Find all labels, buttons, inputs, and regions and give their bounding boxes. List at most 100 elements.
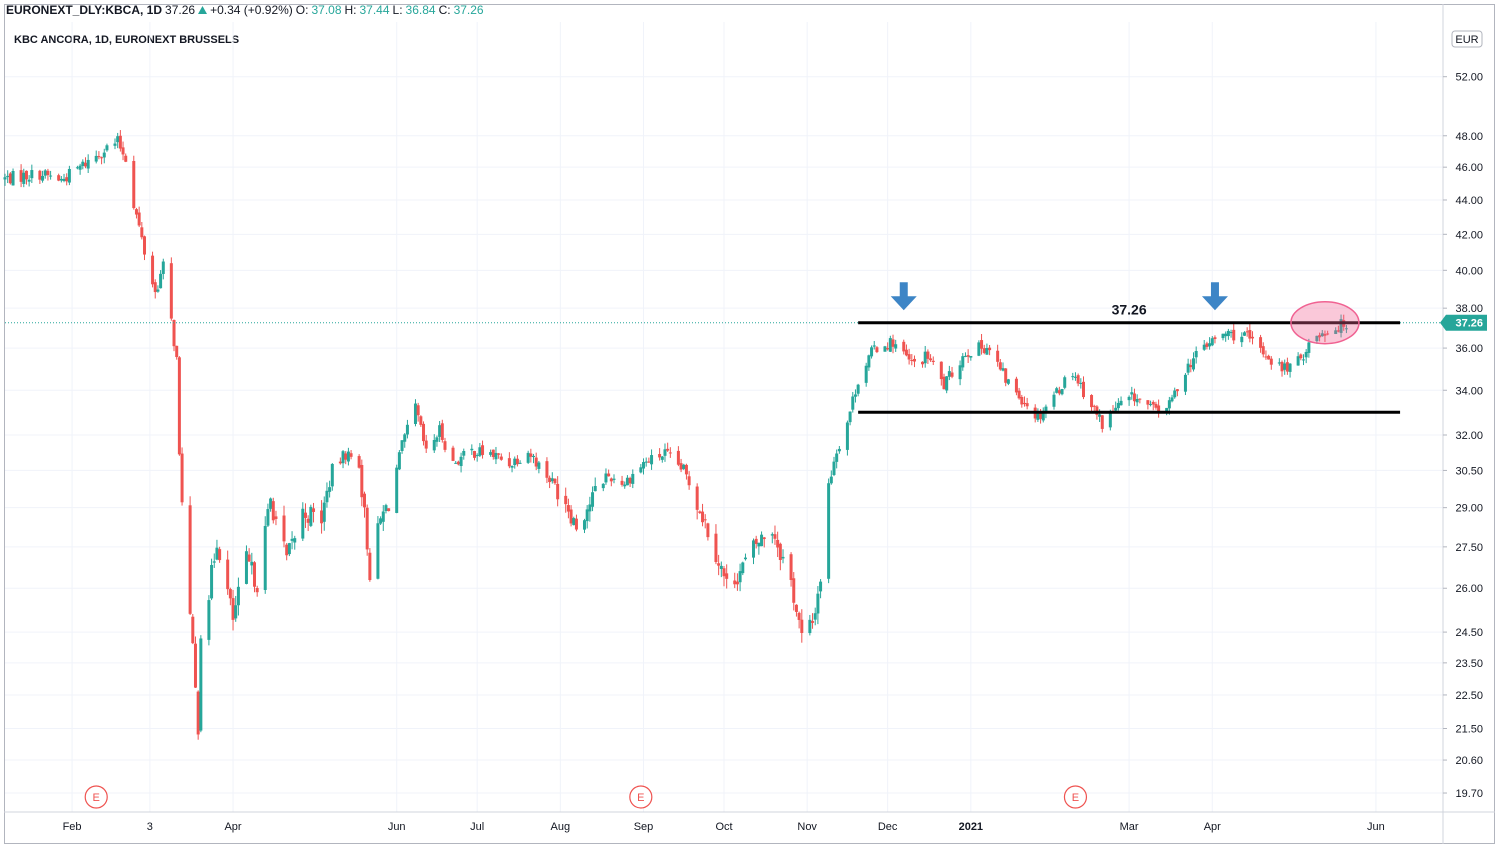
candle-body bbox=[405, 424, 409, 435]
candle-body bbox=[1240, 336, 1244, 343]
candle-body bbox=[660, 456, 664, 460]
candle-body bbox=[607, 473, 611, 477]
candle-body bbox=[864, 365, 868, 383]
candle-body bbox=[582, 520, 586, 530]
candle-body bbox=[472, 451, 476, 458]
candle-body bbox=[459, 456, 463, 467]
y-tick-label: 19.70 bbox=[1455, 788, 1483, 800]
candle-body bbox=[1232, 329, 1236, 341]
candle-body bbox=[1092, 405, 1096, 407]
candle-body bbox=[100, 157, 104, 159]
candle-body bbox=[1132, 393, 1136, 402]
candle-body bbox=[1259, 337, 1263, 348]
candle-body bbox=[1073, 376, 1077, 378]
candle-body bbox=[1108, 411, 1112, 428]
candle-body bbox=[290, 538, 294, 541]
chart-title: KBC ANCORA, 1D, EURONEXT BRUSSELS bbox=[14, 34, 240, 46]
candle-body bbox=[556, 483, 560, 500]
candle-body bbox=[754, 538, 758, 544]
candle-body bbox=[1060, 388, 1064, 395]
candle-body bbox=[1191, 358, 1195, 370]
candle-body bbox=[1280, 361, 1284, 372]
candle-body bbox=[113, 143, 117, 146]
x-tick-label: Dec bbox=[878, 821, 898, 833]
candle-body bbox=[376, 523, 380, 579]
candle-body bbox=[623, 484, 627, 487]
candle-body bbox=[1344, 328, 1348, 330]
candle-body bbox=[1154, 403, 1158, 408]
candle-body bbox=[360, 464, 364, 498]
candle-body bbox=[545, 461, 549, 478]
candle-body bbox=[422, 423, 426, 442]
candle-body bbox=[1039, 412, 1043, 419]
candle-body bbox=[451, 447, 455, 461]
price-badge-label: 37.26 bbox=[1455, 318, 1483, 330]
time-axis[interactable]: Feb 3 Apr Jun Jul Aug Sep Oct Nov Dec 2021 Mar Apr Ju… bbox=[4, 811, 1495, 833]
candle-body bbox=[94, 155, 98, 162]
candle-body bbox=[1221, 333, 1225, 339]
candle-body bbox=[346, 451, 350, 462]
x-tick-label: Sep bbox=[634, 821, 654, 833]
candle-body bbox=[27, 179, 31, 182]
candle-body bbox=[894, 344, 898, 349]
candle-body bbox=[1044, 406, 1048, 412]
candle-body bbox=[470, 448, 474, 451]
candle-body bbox=[67, 168, 71, 183]
candle-body bbox=[1052, 394, 1056, 407]
candle-body bbox=[175, 345, 179, 358]
candle-body bbox=[309, 506, 313, 526]
candle-body bbox=[1334, 330, 1338, 334]
price-axis[interactable]: 52.00 48.00 46.00 44.00 42.00 40.00 38.00 36.00… bbox=[1440, 4, 1487, 844]
candle-body bbox=[1100, 415, 1104, 429]
candle-body bbox=[368, 552, 372, 580]
candle-body bbox=[1205, 343, 1209, 347]
candle-body bbox=[1248, 329, 1252, 339]
candle-body bbox=[196, 691, 200, 735]
candle-body bbox=[159, 273, 163, 289]
candle-body bbox=[757, 542, 761, 547]
candle-body bbox=[572, 518, 576, 526]
candle-body bbox=[848, 411, 852, 423]
close-label: C: bbox=[438, 3, 451, 17]
earnings-marker bbox=[1063, 785, 1088, 809]
candle-body bbox=[1036, 413, 1040, 420]
candle-body bbox=[481, 445, 485, 455]
candle-body bbox=[1082, 381, 1085, 398]
price-badge-shape bbox=[1440, 314, 1487, 331]
annotation-label: 37.26 bbox=[1112, 302, 1147, 318]
y-tick-label: 42.00 bbox=[1455, 229, 1483, 241]
candle-body bbox=[963, 355, 967, 357]
candle-body bbox=[875, 347, 879, 353]
y-tick-label: 27.50 bbox=[1455, 542, 1483, 554]
candle-body bbox=[30, 170, 34, 179]
candle-body bbox=[642, 462, 646, 469]
earnings-marker bbox=[629, 785, 653, 809]
candle-body bbox=[274, 516, 278, 519]
candle-body bbox=[945, 376, 949, 391]
candle-body bbox=[969, 355, 973, 358]
candle-body bbox=[491, 449, 495, 457]
candle-body bbox=[438, 425, 442, 437]
candle-body bbox=[134, 209, 138, 215]
candle-body bbox=[961, 356, 965, 368]
x-tick-label: 3 bbox=[147, 821, 153, 833]
candle-body bbox=[322, 502, 326, 522]
candle-body bbox=[566, 505, 570, 512]
candle-body bbox=[741, 562, 745, 574]
candle-body bbox=[574, 518, 578, 530]
candle-body bbox=[1213, 337, 1217, 340]
candle-body bbox=[1116, 402, 1120, 409]
candle-body bbox=[717, 563, 721, 566]
candle-body bbox=[215, 547, 219, 560]
y-tick-label: 38.00 bbox=[1455, 303, 1483, 315]
candle-body bbox=[870, 347, 874, 357]
candle-body bbox=[996, 350, 1000, 362]
candle-body bbox=[416, 405, 420, 416]
candle-body bbox=[513, 458, 517, 466]
candle-body bbox=[301, 508, 305, 539]
x-tick-label: Jun bbox=[388, 821, 406, 833]
candle-body bbox=[1320, 333, 1324, 337]
earnings-marker-label: E bbox=[93, 792, 100, 804]
symbol-label[interactable]: EURONEXT_DLY:KBCA, 1D bbox=[6, 3, 163, 17]
